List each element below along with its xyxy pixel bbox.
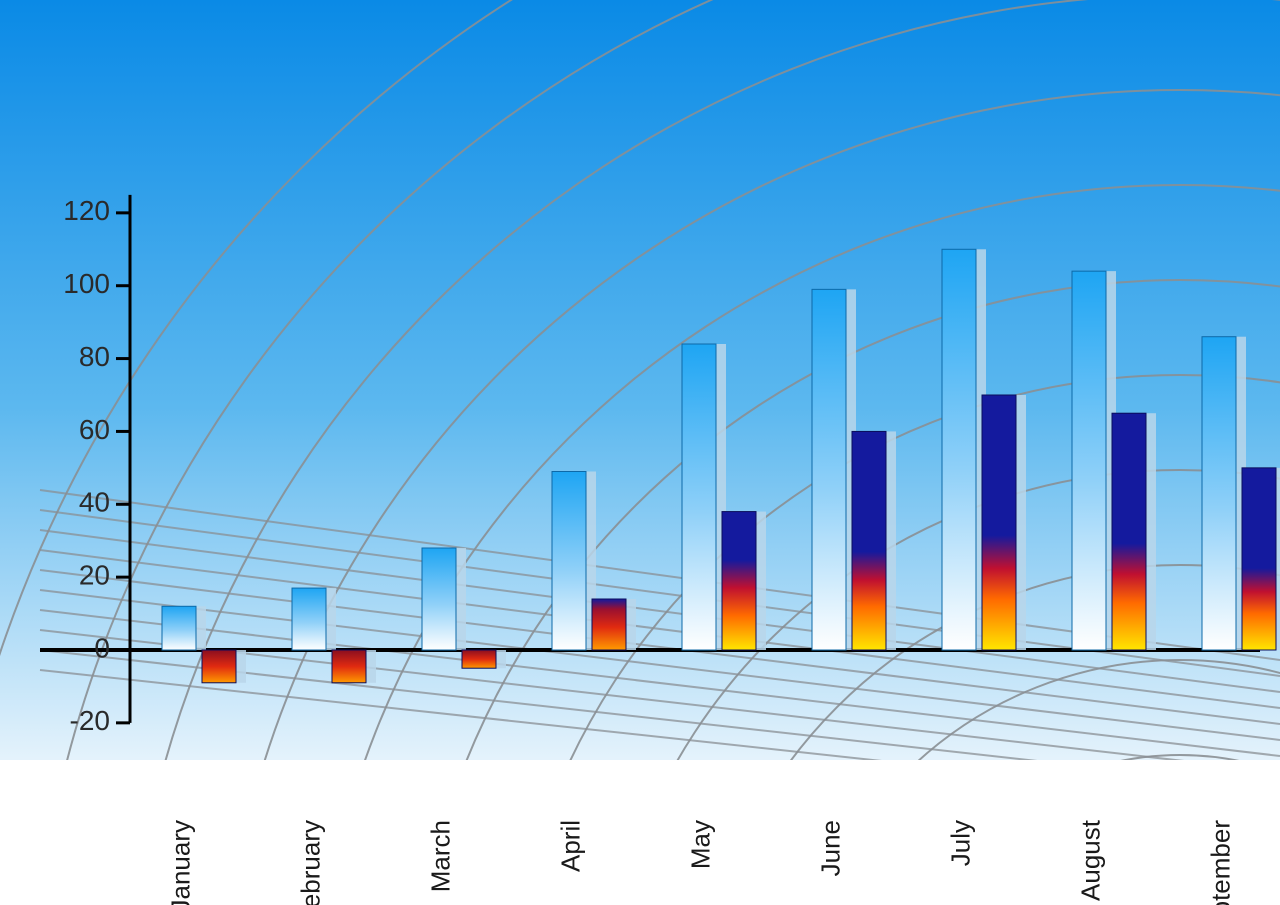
bar-series-a bbox=[942, 249, 976, 650]
y-tick-label: 60 bbox=[79, 414, 110, 445]
bar-series-b bbox=[1112, 413, 1146, 650]
x-axis-label: July bbox=[946, 820, 976, 866]
bar-series-b bbox=[462, 650, 496, 668]
bar-series-a bbox=[162, 606, 196, 650]
x-axis-label: January bbox=[166, 820, 196, 905]
y-tick-label: 100 bbox=[63, 268, 110, 299]
x-axis-label: February bbox=[296, 820, 326, 905]
chart-stage: -20 0 20 40 60 80 100 120 January February March A… bbox=[0, 0, 1280, 905]
x-axis-label: May bbox=[686, 820, 716, 869]
bar-series-a bbox=[812, 289, 846, 650]
x-axis-label: August bbox=[1076, 819, 1106, 901]
bar-series-a bbox=[422, 548, 456, 650]
bar-series-b bbox=[852, 431, 886, 650]
bar-series-b bbox=[722, 512, 756, 650]
bar-series-a bbox=[1072, 271, 1106, 650]
bar-series-b bbox=[1242, 468, 1276, 650]
bar-series-b bbox=[982, 395, 1016, 650]
bar-series-a bbox=[552, 472, 586, 651]
x-axis-label: September bbox=[1206, 820, 1236, 905]
bar-series-b bbox=[332, 650, 366, 683]
y-tick-label: -20 bbox=[70, 705, 110, 736]
bar-series-a bbox=[1202, 337, 1236, 650]
bar-series-a bbox=[292, 588, 326, 650]
bar-series-b bbox=[202, 650, 236, 683]
y-tick-label: 40 bbox=[79, 487, 110, 518]
chart-svg: -20 0 20 40 60 80 100 120 January February March A… bbox=[0, 0, 1280, 905]
x-axis-label: June bbox=[816, 820, 846, 876]
y-tick-label: 120 bbox=[63, 195, 110, 226]
x-axis-label: April bbox=[556, 820, 586, 872]
y-tick-label: 80 bbox=[79, 341, 110, 372]
bar-series-a bbox=[682, 344, 716, 650]
bar-series-b bbox=[592, 599, 626, 650]
x-axis-label: March bbox=[426, 820, 456, 892]
y-tick-label: 0 bbox=[94, 632, 110, 663]
y-tick-label: 20 bbox=[79, 560, 110, 591]
